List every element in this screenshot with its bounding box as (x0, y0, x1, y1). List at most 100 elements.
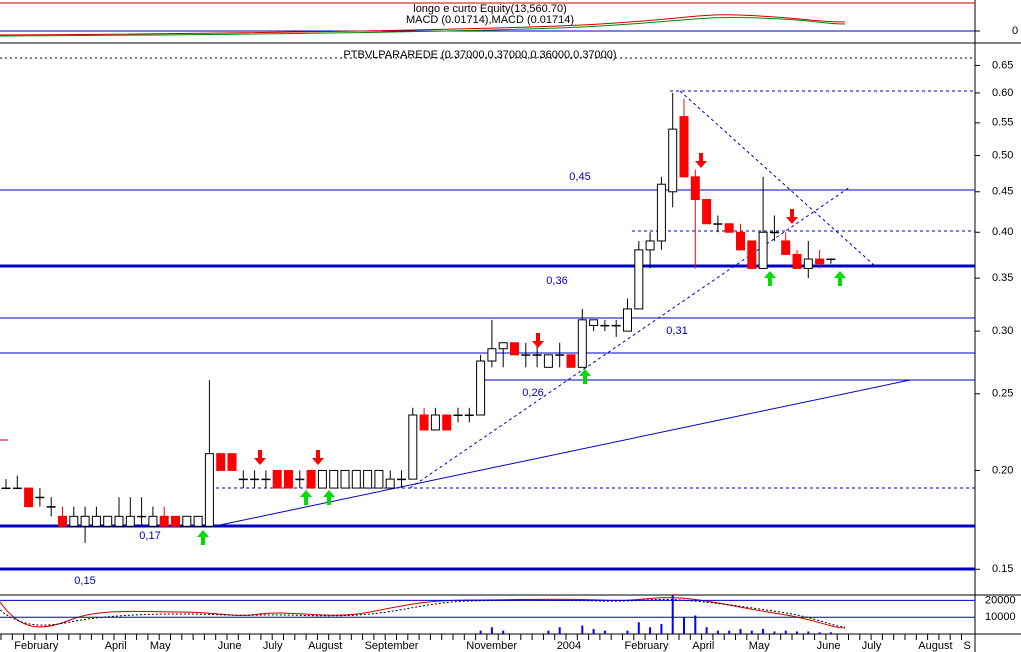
equity-title: longo e curto Equity(13,560.70) (413, 3, 567, 15)
candle-body (543, 354, 553, 368)
volume-bar (603, 630, 606, 634)
y-tick-label: 0.55 (992, 117, 1013, 129)
candle-body (555, 354, 565, 356)
annotation: 0,15 (74, 575, 95, 587)
candle-body (510, 342, 519, 356)
sell-arrow (532, 333, 544, 348)
volume-bar (490, 627, 493, 634)
volume-bar (683, 617, 685, 634)
candle-body (91, 515, 101, 527)
candle-body (103, 515, 113, 527)
volume-bar (694, 615, 697, 634)
volume-bar (739, 628, 742, 634)
candle-body (295, 478, 305, 481)
candle-body (148, 515, 158, 527)
volume-bar (796, 631, 798, 634)
candle-body (803, 258, 813, 269)
x-tick-label: August (308, 640, 342, 652)
price-title: PTBVLPARAREDE (0.37000,0.37000,0.36000,0… (343, 49, 616, 61)
candle-body (498, 342, 508, 350)
x-tick-label: 2004 (557, 640, 581, 652)
candle-body (182, 515, 192, 527)
candle-body (340, 469, 350, 489)
y-tick-label: 0.35 (992, 272, 1013, 284)
candle-body (532, 354, 542, 356)
volume-bar (762, 628, 765, 634)
candle-body (46, 506, 56, 508)
annotation: 0,45 (569, 171, 590, 183)
candle-body (690, 176, 700, 200)
candle-body (736, 231, 745, 251)
volume-bar (649, 627, 652, 634)
volume-bar (558, 627, 561, 634)
volume-bar (626, 630, 629, 634)
candle-body (713, 223, 723, 225)
candle-body (35, 496, 45, 499)
x-tick-label: April (105, 640, 127, 652)
x-tick-label: July (862, 640, 882, 652)
candle-body (702, 198, 712, 225)
candle-body (69, 515, 79, 527)
candle-body (656, 183, 666, 242)
volume-bar (547, 630, 550, 634)
candle-body (611, 324, 621, 327)
candle-body (272, 469, 282, 489)
buy-arrow (579, 369, 591, 384)
candle-body (679, 116, 689, 178)
candle-body (329, 469, 339, 489)
y-tick-label: 0.15 (992, 563, 1013, 575)
candle-body (521, 354, 531, 356)
candle-body (781, 240, 791, 255)
candle-body (747, 240, 757, 269)
volume-bar (502, 630, 505, 634)
volume-bar (479, 630, 482, 634)
candle-body (261, 478, 271, 481)
candle-body (769, 231, 779, 234)
candle-body (193, 515, 203, 527)
candle-body (385, 478, 395, 489)
x-tick-label: S (964, 640, 971, 652)
sell-arrow (695, 153, 707, 168)
candle-body (12, 487, 22, 490)
volume-bar (581, 625, 584, 634)
volume-bar (728, 630, 731, 634)
candle-body (815, 258, 825, 265)
candle-body (487, 348, 497, 362)
y-tick-label: 20000 (985, 594, 1016, 606)
candle-body (159, 515, 169, 527)
candle-body (408, 414, 418, 480)
macd-title: MACD (0.01714),MACD (0.01714) (406, 14, 574, 26)
candle-body (792, 253, 802, 269)
candle-body (137, 515, 147, 518)
candle-body (464, 414, 474, 417)
volume-bar (592, 628, 595, 634)
candle-body (125, 515, 135, 527)
candle-body (430, 414, 440, 431)
volume-bar (807, 631, 810, 634)
candle-body (80, 515, 90, 527)
candle-body (363, 469, 373, 489)
buy-arrow (323, 490, 335, 505)
candle-body (317, 469, 327, 489)
candle-body (216, 453, 226, 471)
volume-bar (705, 627, 708, 634)
volume-bar (784, 630, 787, 634)
candle-body (453, 414, 463, 417)
oscillator-line (0, 597, 846, 629)
candle-body (634, 249, 644, 310)
candle-body (645, 240, 655, 251)
candle-body (566, 354, 576, 368)
y-tick-label: 0.65 (992, 59, 1013, 71)
x-tick-label: November (466, 640, 517, 652)
x-tick-label: May (749, 640, 770, 652)
x-tick-label: April (692, 640, 714, 652)
volume-bar (818, 632, 821, 634)
y-tick-label: 0 (1012, 25, 1018, 37)
candle-body (351, 469, 361, 489)
annotation: 0,31 (666, 325, 687, 337)
candle-body (114, 515, 124, 527)
y-tick-label: 0.50 (992, 149, 1013, 161)
annotation: 0,17 (139, 530, 160, 542)
candle-body (227, 453, 237, 471)
